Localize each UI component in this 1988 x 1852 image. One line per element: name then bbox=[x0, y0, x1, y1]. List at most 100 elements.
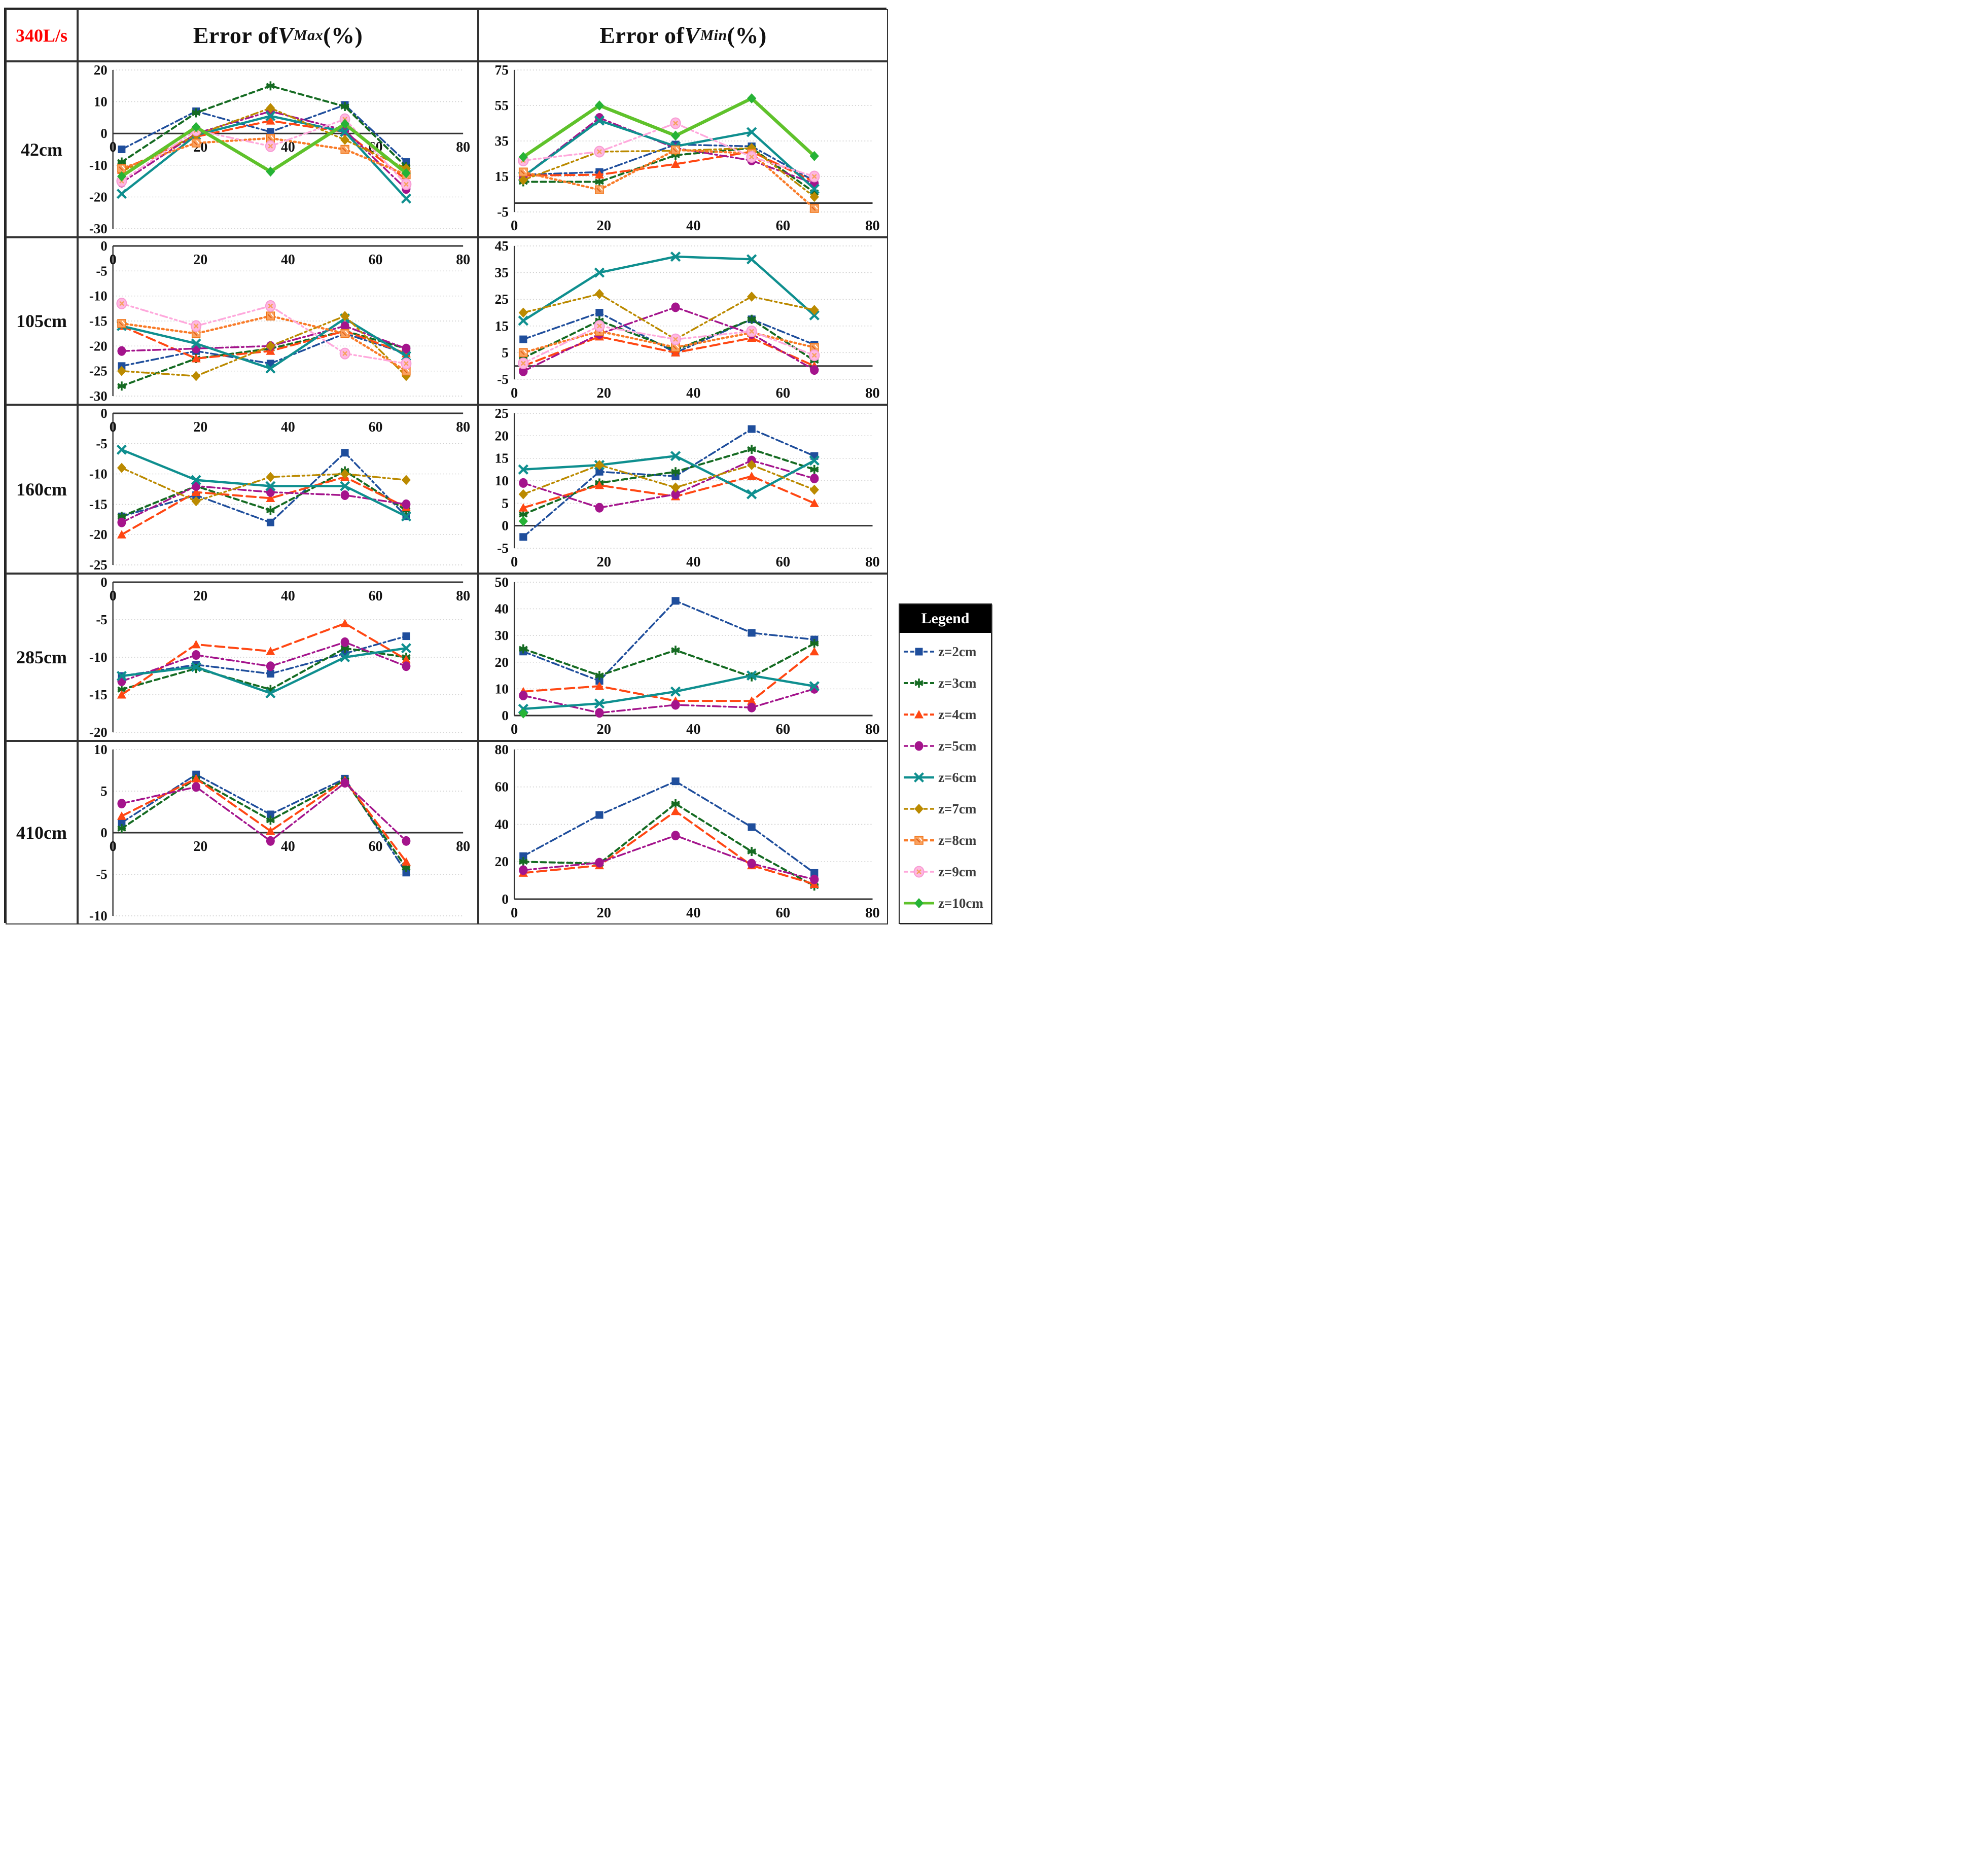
triangle-marker bbox=[117, 690, 126, 699]
svg-text:20: 20 bbox=[495, 429, 509, 444]
xcross-marker bbox=[518, 464, 529, 475]
xcross-marker bbox=[809, 184, 820, 194]
circle-marker bbox=[402, 343, 411, 353]
asterisk-marker bbox=[266, 81, 275, 91]
svg-text:60: 60 bbox=[495, 779, 509, 795]
triangle-marker bbox=[670, 348, 681, 357]
square-marker bbox=[266, 518, 274, 526]
svg-text:20: 20 bbox=[495, 655, 509, 670]
xcross-marker bbox=[594, 698, 605, 709]
chart-42cm-vmax-series-z6 bbox=[116, 111, 411, 204]
svg-text:80: 80 bbox=[865, 905, 879, 921]
chart-160cm-vmax-series-z6 bbox=[116, 444, 411, 522]
chart-160cm-vmin-series-z5 bbox=[519, 455, 819, 513]
patsquare-marker bbox=[340, 145, 349, 154]
svg-text:80: 80 bbox=[495, 743, 509, 757]
square-marker bbox=[915, 648, 923, 656]
svg-text:10: 10 bbox=[94, 94, 108, 110]
diamond-marker bbox=[340, 311, 350, 322]
patsquare-marker bbox=[809, 204, 819, 213]
svg-text:80: 80 bbox=[456, 252, 470, 268]
chart-160cm-vmin-series-z10 bbox=[518, 516, 528, 526]
pinkcircle-marker bbox=[746, 151, 757, 163]
chart-285cm-vmax-series-z2 bbox=[118, 632, 410, 680]
svg-text:-5: -5 bbox=[96, 436, 107, 451]
xcross-marker bbox=[265, 481, 276, 491]
pinkcircle-marker bbox=[594, 320, 605, 332]
xcross-marker bbox=[670, 451, 681, 461]
row-label-160cm: 160cm bbox=[6, 405, 78, 574]
row-label-410cm: 410cm bbox=[6, 741, 78, 924]
pinkcircle-marker bbox=[809, 170, 820, 183]
xcross-marker bbox=[265, 688, 276, 699]
circle-marker bbox=[810, 874, 819, 884]
svg-text:0: 0 bbox=[100, 576, 107, 590]
circle-marker bbox=[266, 661, 275, 671]
chart-105cm-vmax-series-z7 bbox=[117, 311, 411, 381]
chart-285cm-vmax-series-z5 bbox=[117, 637, 411, 686]
xcross-marker bbox=[746, 489, 757, 500]
square-marker bbox=[595, 468, 604, 476]
svg-text:20: 20 bbox=[193, 419, 207, 435]
legend-marker-z3-icon bbox=[903, 676, 935, 690]
svg-text:15: 15 bbox=[495, 318, 509, 334]
xcross-marker bbox=[746, 670, 757, 681]
xcross-marker bbox=[594, 115, 605, 126]
legend-label-z6: z=6cm bbox=[938, 769, 977, 785]
gdiamond-marker bbox=[117, 171, 126, 182]
svg-text:40: 40 bbox=[281, 588, 295, 604]
svg-text:-5: -5 bbox=[96, 867, 107, 882]
xcross-marker bbox=[401, 193, 411, 204]
legend-marker-z4-icon bbox=[903, 708, 935, 721]
circle-marker bbox=[810, 365, 819, 375]
circle-marker bbox=[117, 517, 126, 527]
pinkcircle-marker bbox=[339, 347, 350, 360]
pinkcircle-marker bbox=[265, 300, 276, 312]
svg-text:20: 20 bbox=[193, 839, 207, 854]
legend-marker-z8-icon bbox=[903, 834, 935, 847]
svg-text:10: 10 bbox=[94, 743, 108, 757]
legend-item-z6: z=6cm bbox=[903, 770, 989, 786]
svg-text:0: 0 bbox=[511, 385, 518, 401]
legend-marker-z7-icon bbox=[903, 802, 935, 815]
legend-item-z5: z=5cm bbox=[903, 738, 989, 754]
asterisk-marker bbox=[402, 863, 411, 872]
svg-text:60: 60 bbox=[369, 588, 383, 604]
square-marker bbox=[266, 810, 274, 818]
chart-105cm-vmax-svg: 0-5-10-15-20-25-300 20 40 60 80 bbox=[89, 239, 470, 403]
triangle-marker bbox=[191, 639, 201, 649]
gdiamond-marker bbox=[670, 130, 681, 141]
xcross-marker bbox=[809, 681, 820, 692]
xcross-marker bbox=[265, 111, 276, 121]
circle-marker bbox=[402, 499, 411, 509]
triangle-marker bbox=[670, 159, 681, 168]
circle-marker bbox=[595, 858, 604, 868]
chart-105cm-vmin-svg: 45 35 25 15 5 -50 20 40 60 80 bbox=[495, 239, 880, 401]
triangle-marker bbox=[340, 619, 350, 627]
legend-label-z7: z=7cm bbox=[938, 801, 977, 816]
figure-stage: 340L/s Error of V Max (%) Error of V Min… bbox=[0, 0, 994, 926]
asterisk-marker bbox=[518, 857, 528, 867]
square-marker bbox=[595, 309, 604, 316]
asterisk-marker bbox=[747, 444, 756, 454]
xcross-marker bbox=[746, 127, 757, 137]
svg-text:20: 20 bbox=[495, 854, 509, 869]
pinkcircle-marker bbox=[594, 146, 605, 158]
square-marker bbox=[810, 869, 819, 877]
square-marker bbox=[671, 597, 680, 605]
xcross-marker bbox=[401, 511, 411, 522]
legend-item-z7: z=7cm bbox=[903, 801, 989, 817]
xcross-marker bbox=[809, 310, 820, 320]
pinkcircle-marker bbox=[191, 320, 202, 332]
circle-marker bbox=[595, 708, 604, 718]
circle-marker bbox=[402, 836, 411, 846]
svg-text:5: 5 bbox=[502, 496, 509, 511]
circle-marker bbox=[402, 661, 411, 671]
triangle-marker bbox=[747, 472, 757, 480]
svg-text:20: 20 bbox=[597, 554, 611, 570]
svg-text:-5: -5 bbox=[497, 204, 509, 220]
svg-text:30: 30 bbox=[495, 628, 509, 643]
svg-text:-5: -5 bbox=[497, 541, 509, 556]
gdiamond-marker bbox=[518, 708, 528, 719]
chart-285cm-vmin-series-z5 bbox=[519, 684, 819, 718]
